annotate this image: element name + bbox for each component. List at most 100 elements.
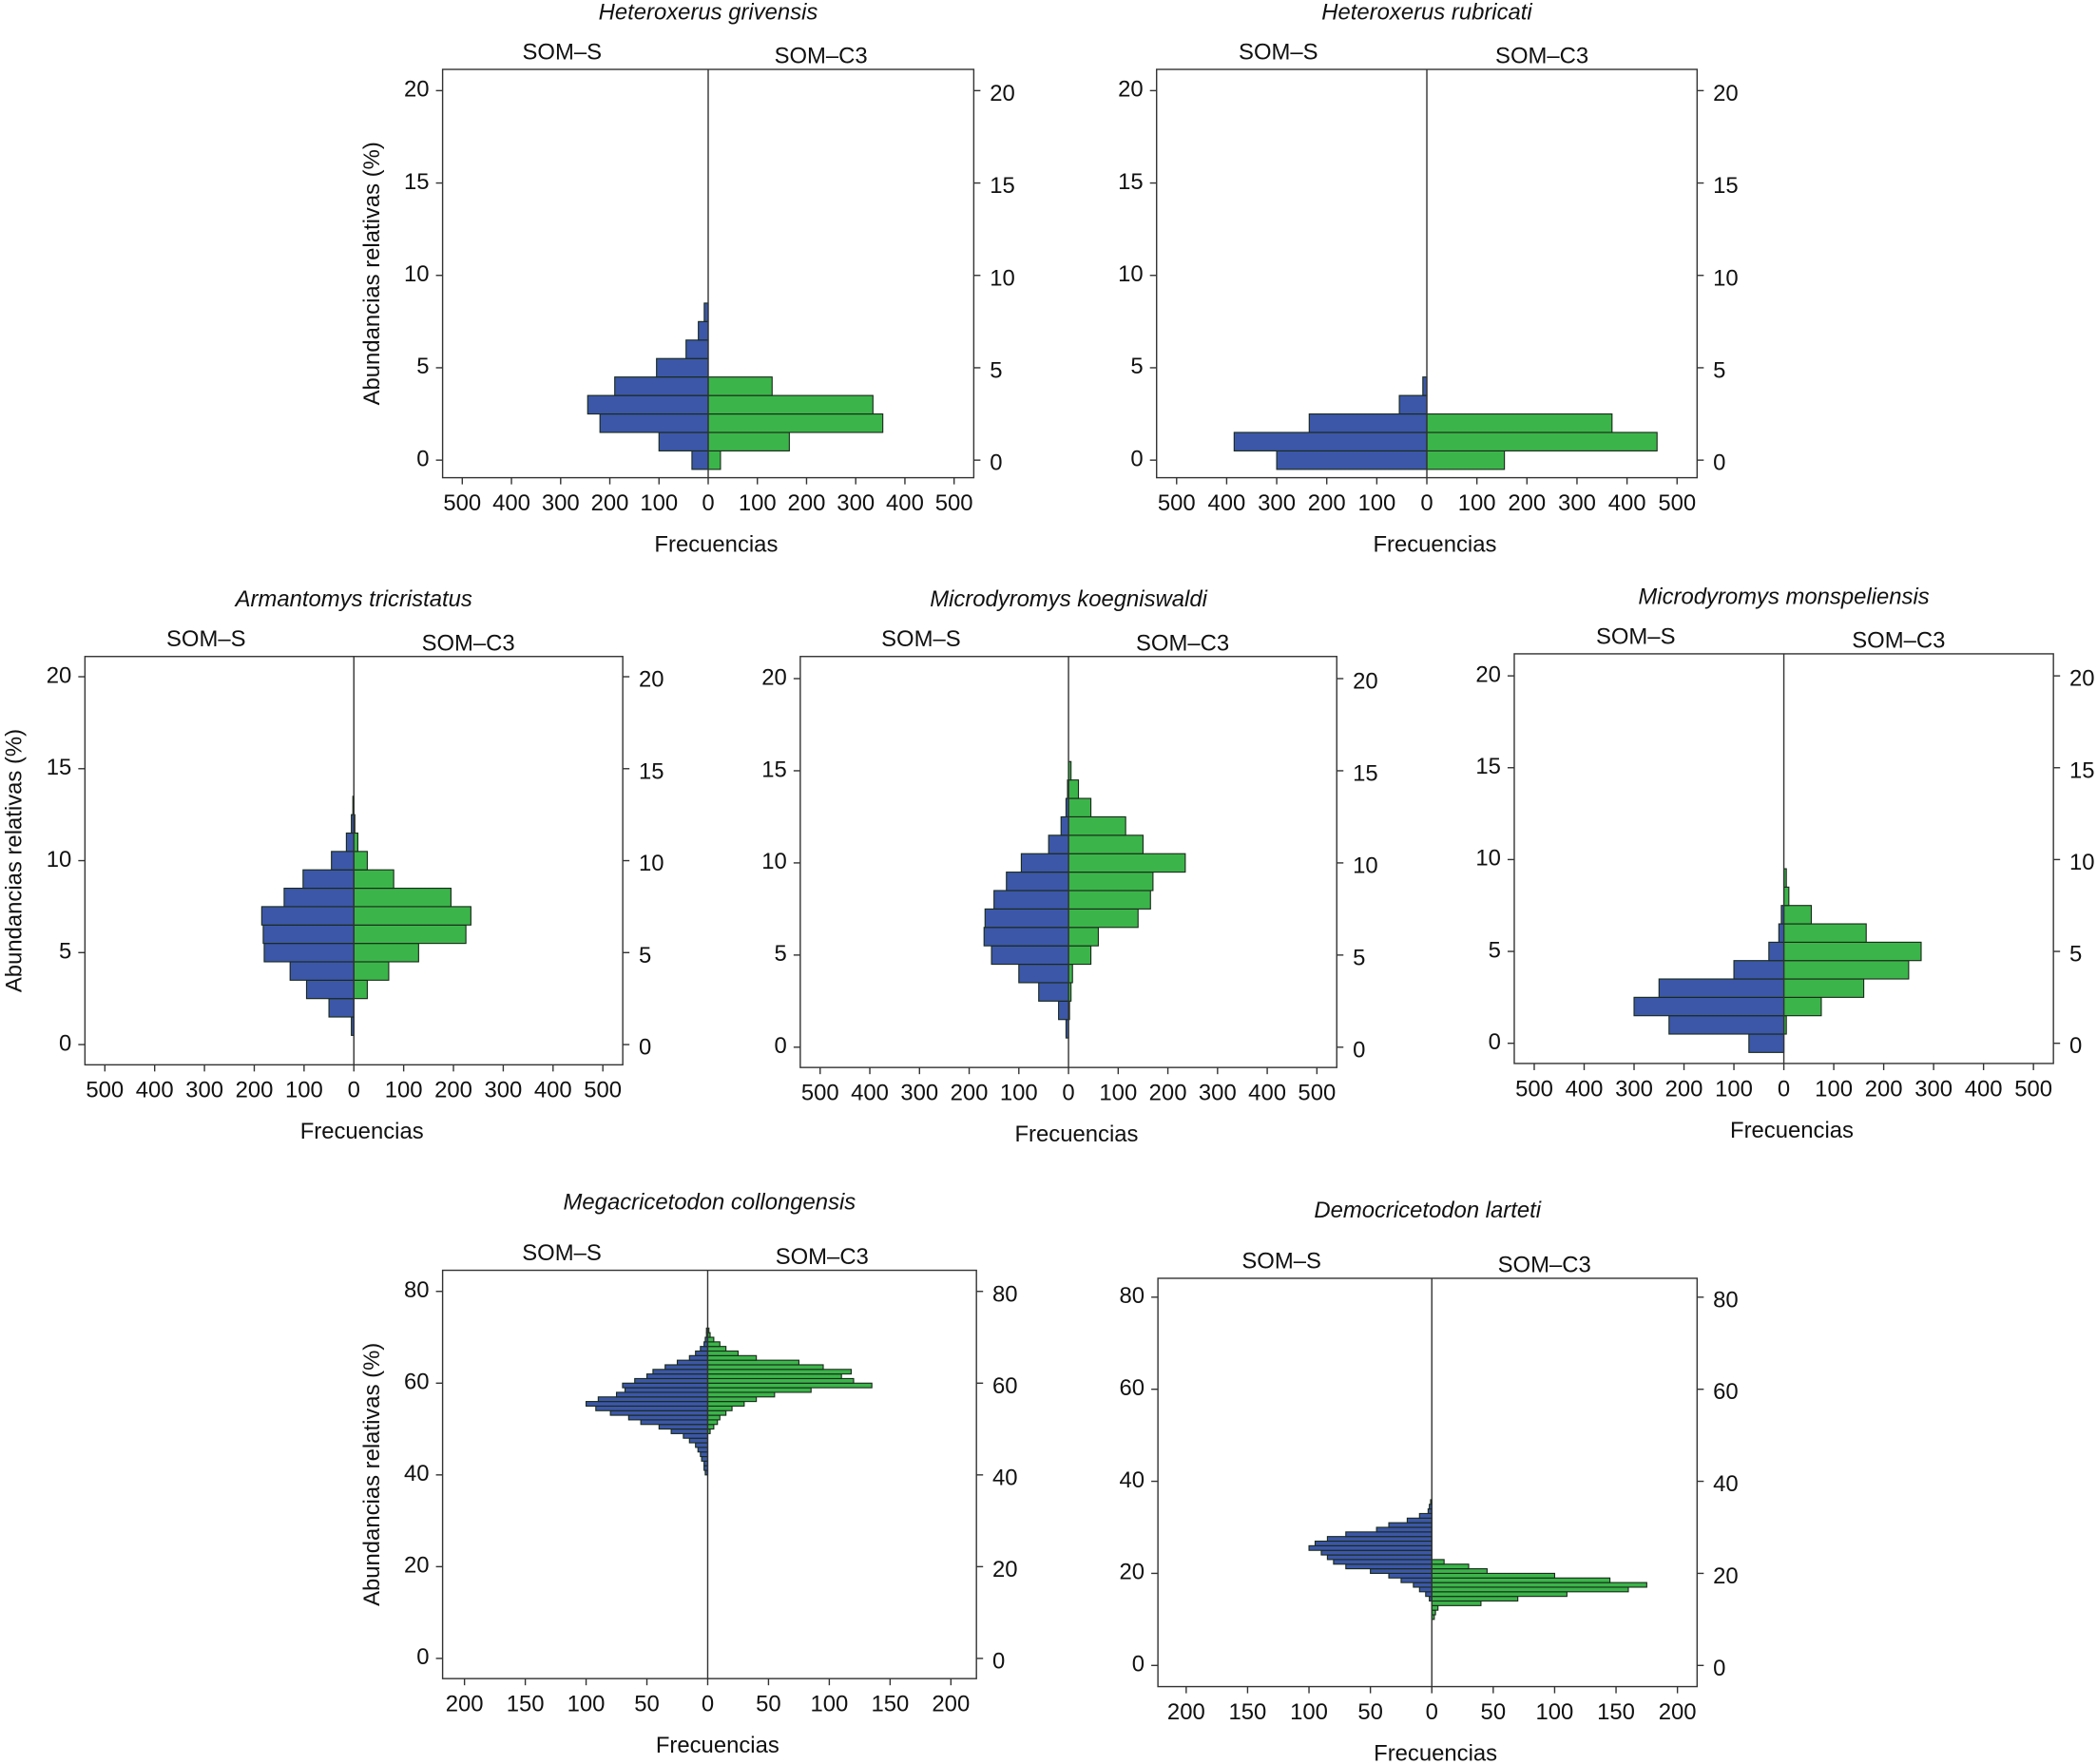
- panel-title: Megacricetodon collongensis: [564, 1190, 856, 1216]
- bar: [1431, 1563, 1470, 1570]
- bar: [1426, 450, 1506, 470]
- bar: [634, 1377, 709, 1384]
- bar: [328, 998, 355, 1018]
- x-tick-label: 0: [702, 1692, 714, 1717]
- y2-tick-label: 20: [1713, 1563, 1739, 1589]
- bar: [706, 1336, 715, 1343]
- bar: [353, 924, 467, 945]
- x-tick-label: 400: [1608, 490, 1646, 516]
- bar: [706, 1350, 740, 1356]
- y-tick-label: 15: [1118, 169, 1144, 195]
- bar: [1068, 815, 1126, 836]
- bar: [706, 1409, 727, 1416]
- bar: [706, 1419, 719, 1426]
- bar: [658, 431, 709, 451]
- x-tick-label: 300: [1615, 1076, 1653, 1102]
- series-label: SOM–S: [166, 626, 246, 652]
- bar: [353, 943, 419, 963]
- bar: [688, 1354, 709, 1361]
- bar: [656, 357, 709, 378]
- bar: [1431, 1568, 1488, 1574]
- bar: [1308, 412, 1428, 433]
- y2-tick-label: 20: [639, 667, 664, 693]
- y-tick-label: 0: [1489, 1029, 1501, 1055]
- y-tick-label: 60: [404, 1370, 430, 1395]
- bar: [1431, 1559, 1445, 1565]
- x-tick-label: 100: [1458, 490, 1496, 516]
- panel-title: Heteroxerus rubricati: [1321, 0, 1532, 25]
- x-tick-label: 500: [1515, 1076, 1553, 1102]
- series-label: SOM–C3: [775, 44, 868, 69]
- bar: [1633, 996, 1785, 1017]
- x-tick-label: 500: [935, 490, 973, 516]
- y-tick-label: 10: [1118, 261, 1144, 287]
- bar: [614, 376, 709, 396]
- series-label: SOM–C3: [1852, 628, 1945, 654]
- bar: [706, 1391, 776, 1398]
- series-label: SOM–C3: [776, 1244, 869, 1270]
- bar: [1783, 978, 1865, 998]
- y2-tick-label: 15: [1353, 760, 1378, 786]
- bar: [1068, 927, 1099, 947]
- y-tick-label: 15: [761, 757, 787, 782]
- x-tick-label: 400: [1566, 1076, 1604, 1102]
- y2-tick-label: 20: [990, 81, 1015, 106]
- bar: [695, 1350, 709, 1356]
- x-tick-label: 400: [534, 1078, 572, 1103]
- bar: [1426, 431, 1658, 451]
- x-tick-label: 500: [584, 1078, 622, 1103]
- bar: [289, 961, 355, 981]
- x-tick-label: 100: [385, 1078, 423, 1103]
- y-tick-label: 20: [404, 77, 430, 103]
- x-tick-label: 0: [702, 490, 714, 516]
- y2-tick-label: 5: [2069, 942, 2082, 968]
- bar: [706, 1424, 715, 1430]
- x-tick-label: 200: [1308, 490, 1346, 516]
- bar: [685, 339, 709, 359]
- x-tick-label: 100: [640, 490, 678, 516]
- y2-tick-label: 10: [639, 851, 664, 876]
- bar: [700, 1451, 709, 1458]
- x-tick-label: 200: [1659, 1699, 1697, 1725]
- y-tick-label: 80: [404, 1277, 430, 1303]
- bar: [1058, 1000, 1069, 1021]
- bar: [1431, 1604, 1439, 1611]
- x-tick-label: 400: [851, 1081, 889, 1106]
- bar: [1060, 815, 1069, 836]
- y-axis-label: Abundancias relativas (%): [359, 142, 385, 405]
- bar: [622, 1382, 709, 1389]
- y-tick-label: 5: [1489, 937, 1501, 963]
- panel: Megacricetodon collongensis SOM–S SOM–C3 20…: [359, 1190, 1018, 1758]
- y2-tick-label: 0: [639, 1035, 651, 1061]
- x-tick-label: 500: [1158, 490, 1196, 516]
- bar: [1320, 1549, 1433, 1556]
- x-tick-label: 0: [1420, 490, 1433, 516]
- y2-tick-label: 80: [1713, 1287, 1739, 1313]
- bar: [701, 1455, 709, 1462]
- x-axis-label: Frecuencias: [1373, 532, 1496, 558]
- y-tick-label: 40: [1120, 1467, 1145, 1493]
- x-tick-label: 200: [236, 1078, 274, 1103]
- bar: [1276, 450, 1428, 470]
- bar: [1068, 797, 1092, 817]
- bar: [707, 431, 790, 451]
- x-tick-label: 500: [1658, 490, 1696, 516]
- series-label: SOM–S: [522, 1240, 602, 1266]
- y-tick-label: 5: [59, 939, 71, 965]
- y2-tick-label: 80: [992, 1281, 1018, 1307]
- bar: [353, 851, 368, 871]
- bar: [1748, 1033, 1785, 1053]
- bar: [688, 1437, 709, 1444]
- bar: [1308, 1544, 1433, 1551]
- y2-tick-label: 0: [1713, 1656, 1725, 1681]
- x-tick-label: 200: [1865, 1076, 1903, 1102]
- x-tick-label: 100: [810, 1692, 848, 1717]
- x-axis-label: Frecuencias: [1014, 1122, 1138, 1147]
- bar: [707, 394, 874, 415]
- bar: [305, 979, 355, 1000]
- y2-tick-label: 40: [1713, 1471, 1739, 1497]
- series-label: SOM–C3: [422, 630, 515, 656]
- x-tick-label: 200: [788, 490, 826, 516]
